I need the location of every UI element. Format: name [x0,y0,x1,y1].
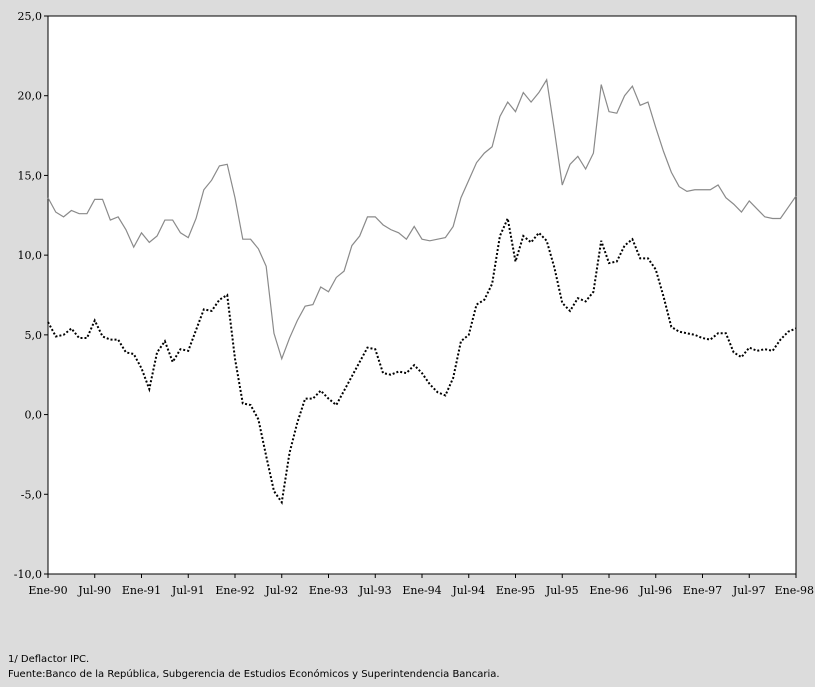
x-tick-label: Jul-97 [732,584,766,597]
y-tick-label: 5,0 [25,329,43,342]
x-tick-label: Jul-91 [171,584,205,597]
y-tick-label: 15,0 [18,169,43,182]
line-chart: 25,0 20,0 15,0 10,0 5,0 0,0 -5,0 -10,0 Ene-90 Ju… [14,10,814,597]
deflactor-note: 1/ Deflactor IPC. [8,654,90,665]
x-tick-label: Jul-92 [264,584,298,597]
chart-area: 25,0 20,0 15,0 10,0 5,0 0,0 -5,0 -10,0 Ene-90 Ju… [14,10,814,597]
x-tick-label: Ene-93 [309,584,348,597]
series-line-solid [47,78,797,361]
x-tick-label: Ene-98 [775,584,814,597]
series-layer [47,78,797,505]
series-line-dotted [47,215,797,505]
x-tick-label: Ene-94 [402,584,441,597]
x-tick-label: Jul-95 [545,584,579,597]
x-tick-label: Jul-96 [638,584,672,597]
x-axis: Ene-90 Jul-90 Ene-91 Jul-91 Ene-92 Jul-92 Ene-… [28,574,814,597]
source-note: Fuente:Banco de la República, Subgerenci… [8,669,500,680]
x-tick-label: Ene-95 [496,584,535,597]
y-tick-label: 0,0 [25,409,43,422]
plot-area [47,15,797,575]
y-tick-label: 10,0 [18,249,43,262]
x-tick-label: Ene-92 [215,584,254,597]
x-tick-label: Ene-96 [589,584,628,597]
x-tick-label: Ene-97 [683,584,722,597]
x-tick-label: Jul-93 [358,584,392,597]
x-tick-label: Jul-94 [451,584,485,597]
x-tick-label: Ene-90 [28,584,67,597]
footnotes: 1/ Deflactor IPC. Fuente:Banco de la Rep… [8,652,500,682]
y-tick-label: 25,0 [18,10,43,23]
x-tick-label: Jul-90 [77,584,111,597]
y-axis: 25,0 20,0 15,0 10,0 5,0 0,0 -5,0 -10,0 [14,10,48,581]
y-tick-label: -5,0 [21,488,42,501]
y-tick-label: 20,0 [18,90,43,103]
y-tick-label: -10,0 [14,568,42,581]
x-tick-label: Ene-91 [122,584,161,597]
